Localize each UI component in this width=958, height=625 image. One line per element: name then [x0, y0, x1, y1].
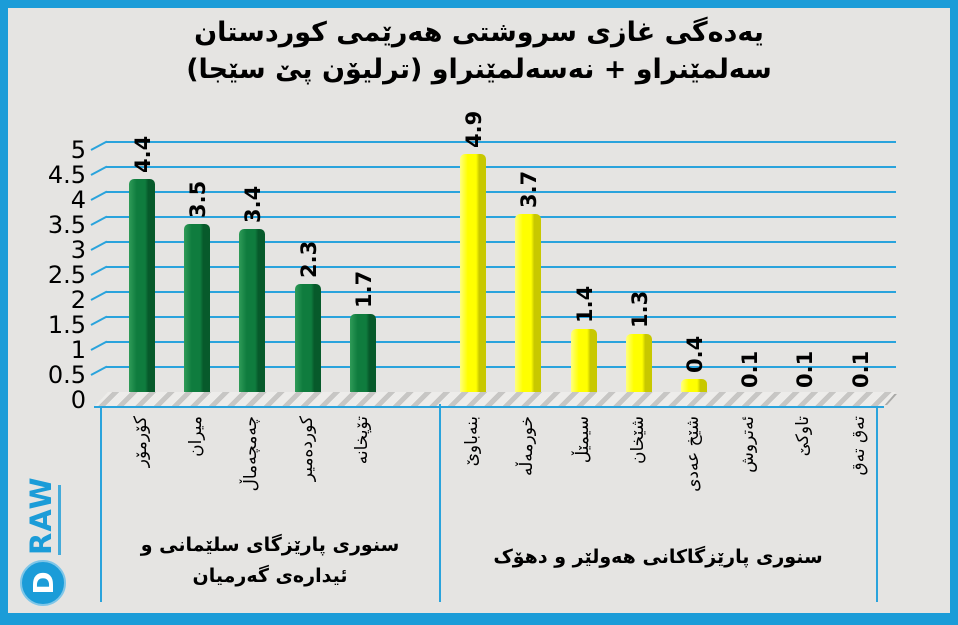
- chart-title: یەدەگی غازی سروشتی هەرێمی کوردستان سەلمێ…: [0, 14, 958, 88]
- logo-tagline-bar: [57, 485, 61, 555]
- bar-value-label: 0.1: [848, 350, 873, 388]
- gridline: [106, 191, 896, 193]
- gridline: [106, 366, 896, 368]
- bar-value-label: 0.4: [683, 335, 707, 373]
- chart-title-line2: سەلمێنراو + نەسەلمێنراو (ترلیۆن پێ سێجا): [186, 54, 772, 85]
- gridline-tick-connector: [90, 290, 108, 301]
- gridline-tick-connector: [90, 315, 108, 326]
- logo-raw-text: RAW: [23, 476, 58, 555]
- draw-logo-inner: D RAW: [14, 466, 72, 606]
- y-axis-tick-label: 3.5: [47, 211, 86, 239]
- bar: [515, 214, 542, 399]
- category-box-right-border: [876, 408, 878, 602]
- logo-d-letter: D: [26, 571, 60, 595]
- bar: [239, 229, 266, 399]
- category-label: خورمەڵە: [517, 416, 538, 477]
- y-axis-tick-label: 0.5: [47, 361, 86, 389]
- gridline: [106, 291, 896, 293]
- bar: [570, 329, 597, 399]
- category-label: چەمچەماڵ: [241, 416, 262, 492]
- frame-border-right: [950, 0, 958, 625]
- bar-value-label: 2.3: [296, 240, 321, 278]
- category-label: کۆرمۆر: [131, 416, 151, 468]
- group-label-line2: ئیدارەی گەرمیان: [192, 565, 348, 587]
- category-label: شێخ عەدی: [683, 416, 703, 492]
- group-label-erbil-duhok: سنوری پارێزگاکانی هەولێر و دهۆک: [493, 546, 823, 568]
- gridline-tick-connector: [90, 140, 108, 151]
- y-axis-tick-label: 0: [70, 386, 86, 414]
- chart-floor: [94, 392, 896, 407]
- chart-title-line1: یەدەگی غازی سروشتی هەرێمی کوردستان: [194, 17, 764, 48]
- gridline: [106, 241, 896, 243]
- gridline: [106, 141, 896, 143]
- category-label: شێخان: [627, 416, 648, 465]
- category-label: بنەباوێ: [462, 416, 483, 467]
- bar: [625, 334, 652, 399]
- group-divider-line: [439, 404, 441, 602]
- y-axis-tick-label: 2: [70, 286, 86, 314]
- y-axis-tick-label: 1: [70, 336, 86, 364]
- group-label-line1: سنوری پارێزگای سلێمانی و: [140, 534, 400, 556]
- group-label-sulaymaniyah-garmian: سنوری پارێزگای سلێمانی و ئیدارەی گەرمیان: [100, 530, 440, 592]
- category-label: تەق تەق: [848, 416, 869, 476]
- bar-value-label: 3.4: [241, 185, 266, 223]
- draw-logo: D RAW: [14, 466, 72, 606]
- bar: [294, 284, 321, 399]
- y-axis-tick-label: 2.5: [47, 261, 86, 289]
- bar-value-label: 0.1: [793, 350, 818, 388]
- category-box-left-border: [100, 408, 102, 602]
- category-label: کوردەمیر: [296, 416, 317, 482]
- category-label: سیمێڵ: [572, 416, 593, 464]
- gridline: [106, 166, 896, 168]
- gridline: [106, 341, 896, 343]
- bar-value-label: 1.7: [351, 270, 376, 308]
- y-axis-tick-label: 4.5: [47, 161, 86, 189]
- gridline: [106, 216, 896, 218]
- bar-value-label: 1.4: [572, 285, 597, 323]
- frame-border-left: [0, 0, 8, 625]
- y-axis-tick-label: 4: [70, 186, 86, 214]
- gridline-tick-connector: [90, 365, 108, 376]
- gridline-tick-connector: [90, 240, 108, 251]
- category-label: ئەتروش: [738, 416, 759, 473]
- bar-value-label: 3.5: [186, 180, 211, 218]
- gridline-tick-connector: [90, 215, 108, 226]
- bar: [184, 224, 211, 399]
- gridline: [106, 316, 896, 318]
- gridline-tick-connector: [90, 165, 108, 176]
- y-axis-tick-label: 3: [70, 236, 86, 264]
- category-label: تۆپخانە: [351, 416, 372, 465]
- logo-d-icon: D: [20, 560, 66, 606]
- category-label: تاوکێ: [793, 416, 814, 457]
- bar-value-label: 4.4: [131, 135, 155, 173]
- frame-border-top: [0, 0, 958, 8]
- frame-border-bottom: [0, 613, 958, 625]
- bar-value-label: 1.3: [627, 290, 652, 328]
- y-axis-tick-label: 1.5: [47, 311, 86, 339]
- gridline-tick-connector: [90, 190, 108, 201]
- gridline-tick-connector: [90, 265, 108, 276]
- chart-floor-front-edge: [94, 406, 884, 408]
- y-axis-tick-label: 5: [70, 136, 86, 164]
- bar: [349, 314, 376, 399]
- bar-value-label: 4.9: [462, 110, 487, 148]
- gridline: [106, 266, 896, 268]
- bar: [129, 179, 155, 399]
- gridline-tick-connector: [90, 340, 108, 351]
- logo-wordmark: RAW: [23, 476, 61, 555]
- bar: [460, 154, 487, 399]
- category-label: میران: [186, 416, 207, 457]
- bar-value-label: 3.7: [517, 170, 542, 208]
- bar-value-label: 0.1: [738, 350, 763, 388]
